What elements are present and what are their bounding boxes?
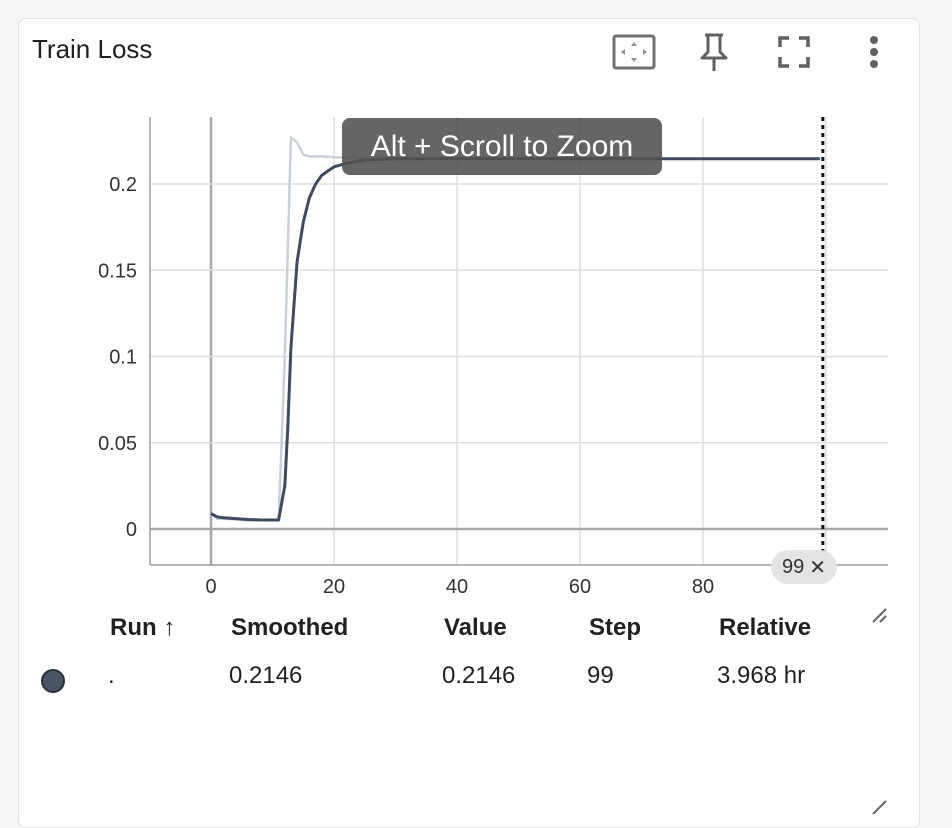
card-title: Train Loss	[32, 34, 153, 64]
close-icon[interactable]: ✕	[809, 556, 826, 579]
y-tick-label: 0.15	[98, 260, 137, 282]
cell-smoothed: 0.2146	[229, 662, 303, 689]
series	[210, 136, 820, 522]
resize-handle-icon[interactable]	[870, 800, 888, 814]
grid	[150, 117, 888, 565]
cell-value: 0.2146	[442, 662, 516, 689]
y-tick-label: 0.05	[98, 433, 137, 455]
resize-handle-icon[interactable]	[870, 606, 888, 624]
y-tick-label: 0.2	[109, 174, 137, 196]
x-tick-label: 20	[323, 576, 345, 598]
axes: 0 20 40 60 80 0 0.05 0.1 0.15 0.2	[98, 117, 888, 598]
raw-series-line	[210, 136, 820, 522]
pin-icon	[700, 33, 728, 71]
cell-relative: 3.968 hr	[717, 662, 806, 689]
column-header-step[interactable]: Step	[589, 614, 642, 641]
x-tick-label: 60	[569, 576, 591, 598]
fullscreen-icon	[778, 36, 810, 68]
column-header-value[interactable]: Value	[444, 614, 507, 641]
step-chip[interactable]: 99 ✕	[771, 550, 837, 584]
y-tick-label: 0	[126, 519, 137, 541]
x-tick-label: 40	[446, 576, 468, 598]
step-chip-label: 99	[781, 555, 805, 578]
smoothed-series-line	[210, 157, 820, 522]
more-options-button[interactable]	[850, 28, 898, 76]
run-color-swatch	[41, 669, 65, 693]
fit-domain-button[interactable]	[610, 28, 658, 76]
cell-run: .	[108, 662, 115, 689]
fullscreen-button[interactable]	[770, 28, 818, 76]
column-header-run[interactable]: Run ↑	[110, 614, 176, 641]
x-tick-label: 80	[692, 576, 714, 598]
cell-step: 99	[587, 662, 614, 689]
pin-button[interactable]	[690, 28, 738, 76]
zoom-hint-tooltip: Alt + Scroll to Zoom	[342, 118, 662, 175]
fit-domain-icon	[612, 34, 656, 70]
column-header-relative[interactable]: Relative	[719, 614, 812, 641]
column-header-smoothed[interactable]: Smoothed	[231, 614, 349, 641]
x-tick-label: 0	[205, 576, 216, 598]
more-vert-icon	[870, 36, 878, 68]
y-tick-label: 0.1	[109, 347, 137, 369]
